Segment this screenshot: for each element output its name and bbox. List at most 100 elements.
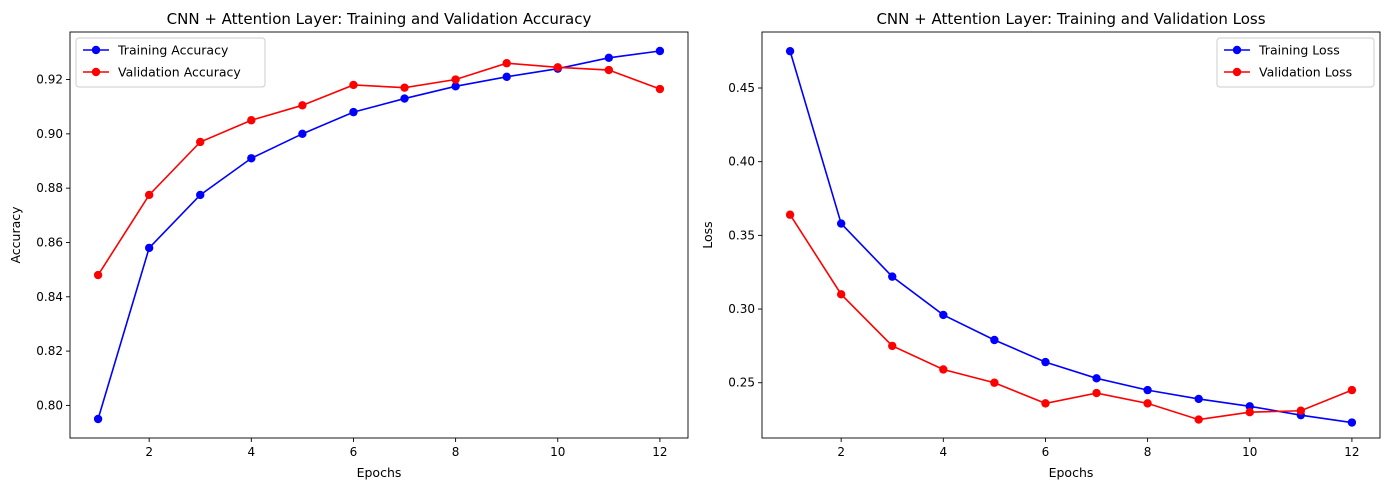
x-tick-label: 2 — [837, 445, 845, 459]
x-tick-label: 2 — [145, 445, 153, 459]
data-point — [196, 190, 205, 200]
x-axis-label: Epochs — [357, 465, 402, 480]
data-point — [939, 365, 948, 374]
data-point — [400, 94, 409, 103]
x-tick-label: 4 — [247, 445, 255, 459]
data-point — [451, 75, 460, 84]
y-tick-label: 0.82 — [36, 344, 63, 358]
data-point — [1041, 399, 1050, 408]
data-point — [1347, 385, 1357, 395]
x-tick-label: 4 — [939, 445, 947, 459]
x-tick-label: 6 — [1042, 445, 1050, 459]
loss-chart-title: CNN + Attention Layer: Training and Vali… — [876, 10, 1265, 28]
legend-marker — [91, 45, 101, 55]
x-tick-label: 8 — [1144, 445, 1152, 459]
data-point — [836, 219, 846, 228]
accuracy-chart-title: CNN + Attention Layer: Training and Vali… — [167, 10, 592, 28]
data-point — [247, 154, 256, 163]
data-point — [990, 335, 999, 345]
data-point — [604, 53, 614, 62]
series-training-accuracy — [93, 46, 665, 424]
data-point — [1143, 399, 1152, 408]
x-tick-label: 12 — [652, 445, 667, 459]
series-line — [97, 62, 661, 276]
data-point — [1092, 388, 1101, 398]
legend-label: Validation Loss — [1259, 65, 1352, 80]
data-point — [785, 46, 795, 56]
data-point — [502, 72, 511, 82]
data-point — [1194, 394, 1203, 404]
legend-box — [75, 37, 266, 88]
data-point — [1194, 415, 1203, 424]
accuracy-chart: CNN + Attention Layer: Training and Vali… — [8, 10, 689, 480]
y-tick-label: 0.25 — [728, 376, 755, 390]
x-axis-label: Epochs — [1049, 465, 1094, 480]
plot-frame — [69, 31, 689, 439]
data-point — [1092, 374, 1101, 383]
legend-label: Training Accuracy — [117, 43, 229, 58]
y-tick-label: 0.88 — [36, 181, 63, 195]
y-tick-label: 0.40 — [728, 155, 755, 169]
data-point — [836, 290, 846, 299]
data-point — [1296, 406, 1306, 415]
data-point — [400, 83, 409, 92]
data-point — [1347, 418, 1357, 427]
data-point — [785, 210, 795, 219]
loss-chart: CNN + Attention Layer: Training and Vali… — [700, 10, 1381, 480]
data-point — [144, 243, 154, 253]
legend: Training Accuracy Validation Accuracy — [75, 37, 266, 88]
y-tick-label: 0.84 — [36, 290, 63, 304]
series-training-loss — [785, 46, 1357, 427]
series-validation-accuracy — [93, 59, 665, 280]
series-validation-loss — [785, 210, 1357, 424]
legend-marker — [1232, 45, 1242, 55]
data-point — [1143, 385, 1152, 395]
plot-frame — [761, 31, 1381, 439]
legend-marker — [1232, 67, 1242, 77]
legend-label: Validation Accuracy — [118, 65, 241, 80]
data-point — [298, 101, 307, 110]
legend-label: Training Loss — [1258, 43, 1340, 58]
data-point — [1245, 408, 1254, 417]
data-point — [604, 65, 614, 75]
x-tick-label: 10 — [1242, 445, 1257, 459]
y-axis-label: Accuracy — [8, 206, 23, 264]
data-point — [888, 341, 897, 351]
y-tick-label: 0.86 — [36, 235, 63, 249]
y-axis-label: Loss — [700, 221, 715, 248]
legend-box — [1216, 37, 1375, 88]
series-line — [97, 50, 661, 420]
legend: Training Loss Validation Loss — [1216, 37, 1375, 88]
y-tick-label: 0.35 — [728, 228, 755, 242]
y-tick-label: 0.30 — [728, 302, 755, 316]
data-point — [1245, 402, 1254, 411]
data-point — [144, 190, 154, 200]
data-point — [553, 63, 562, 72]
x-tick-label: 12 — [1344, 445, 1359, 459]
data-point — [990, 378, 999, 387]
data-point — [888, 272, 897, 281]
series-line — [789, 214, 1353, 421]
data-point — [1041, 357, 1050, 367]
data-point — [655, 84, 665, 94]
data-point — [349, 80, 358, 90]
data-point — [502, 59, 511, 68]
y-tick-label: 0.45 — [728, 81, 755, 95]
data-point — [93, 270, 103, 280]
data-point — [298, 129, 307, 139]
x-tick-label: 10 — [550, 445, 565, 459]
legend-marker — [91, 67, 101, 77]
y-tick-label: 0.80 — [36, 398, 63, 412]
data-point — [451, 82, 460, 91]
data-point — [196, 137, 205, 147]
x-tick-label: 6 — [350, 445, 358, 459]
y-tick-label: 0.92 — [36, 73, 63, 87]
data-point — [939, 310, 948, 320]
data-point — [655, 46, 665, 56]
data-point — [349, 107, 358, 117]
y-tick-label: 0.90 — [36, 127, 63, 141]
series-line — [789, 50, 1353, 424]
data-point — [93, 414, 103, 424]
x-tick-label: 8 — [452, 445, 460, 459]
